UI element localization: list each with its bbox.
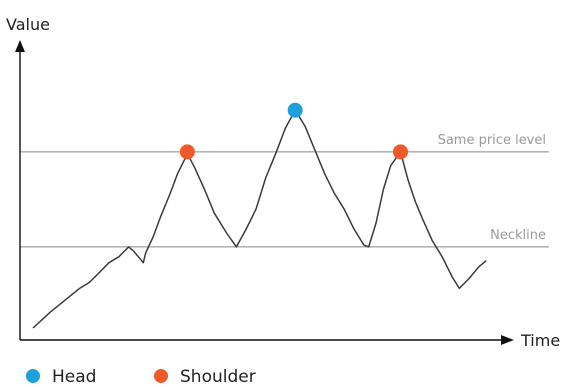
- price-series-line: [32, 109, 487, 329]
- head-marker: [287, 102, 303, 118]
- series-group: [32, 109, 487, 329]
- reference-line-label: Same price level: [438, 133, 546, 148]
- shoulder-marker: [179, 144, 195, 160]
- y-axis-label: Value: [6, 15, 50, 34]
- y-axis-arrow-icon: [15, 40, 25, 52]
- legend-shoulder-label: Shoulder: [180, 367, 256, 387]
- reference-line-label: Neckline: [490, 228, 546, 243]
- x-axis-arrow-icon: [501, 335, 514, 345]
- reference-lines: Same price level Neckline: [20, 133, 549, 248]
- shoulder-marker: [393, 144, 408, 160]
- legend-head-label: Head: [52, 367, 96, 387]
- legend-shoulder-icon: [154, 369, 168, 383]
- legend-head-icon: [26, 369, 40, 383]
- x-axis-label: Time: [520, 331, 560, 350]
- legend: Head Shoulder: [26, 367, 256, 387]
- markers-group: [179, 102, 408, 160]
- axes: Value Time: [6, 15, 560, 350]
